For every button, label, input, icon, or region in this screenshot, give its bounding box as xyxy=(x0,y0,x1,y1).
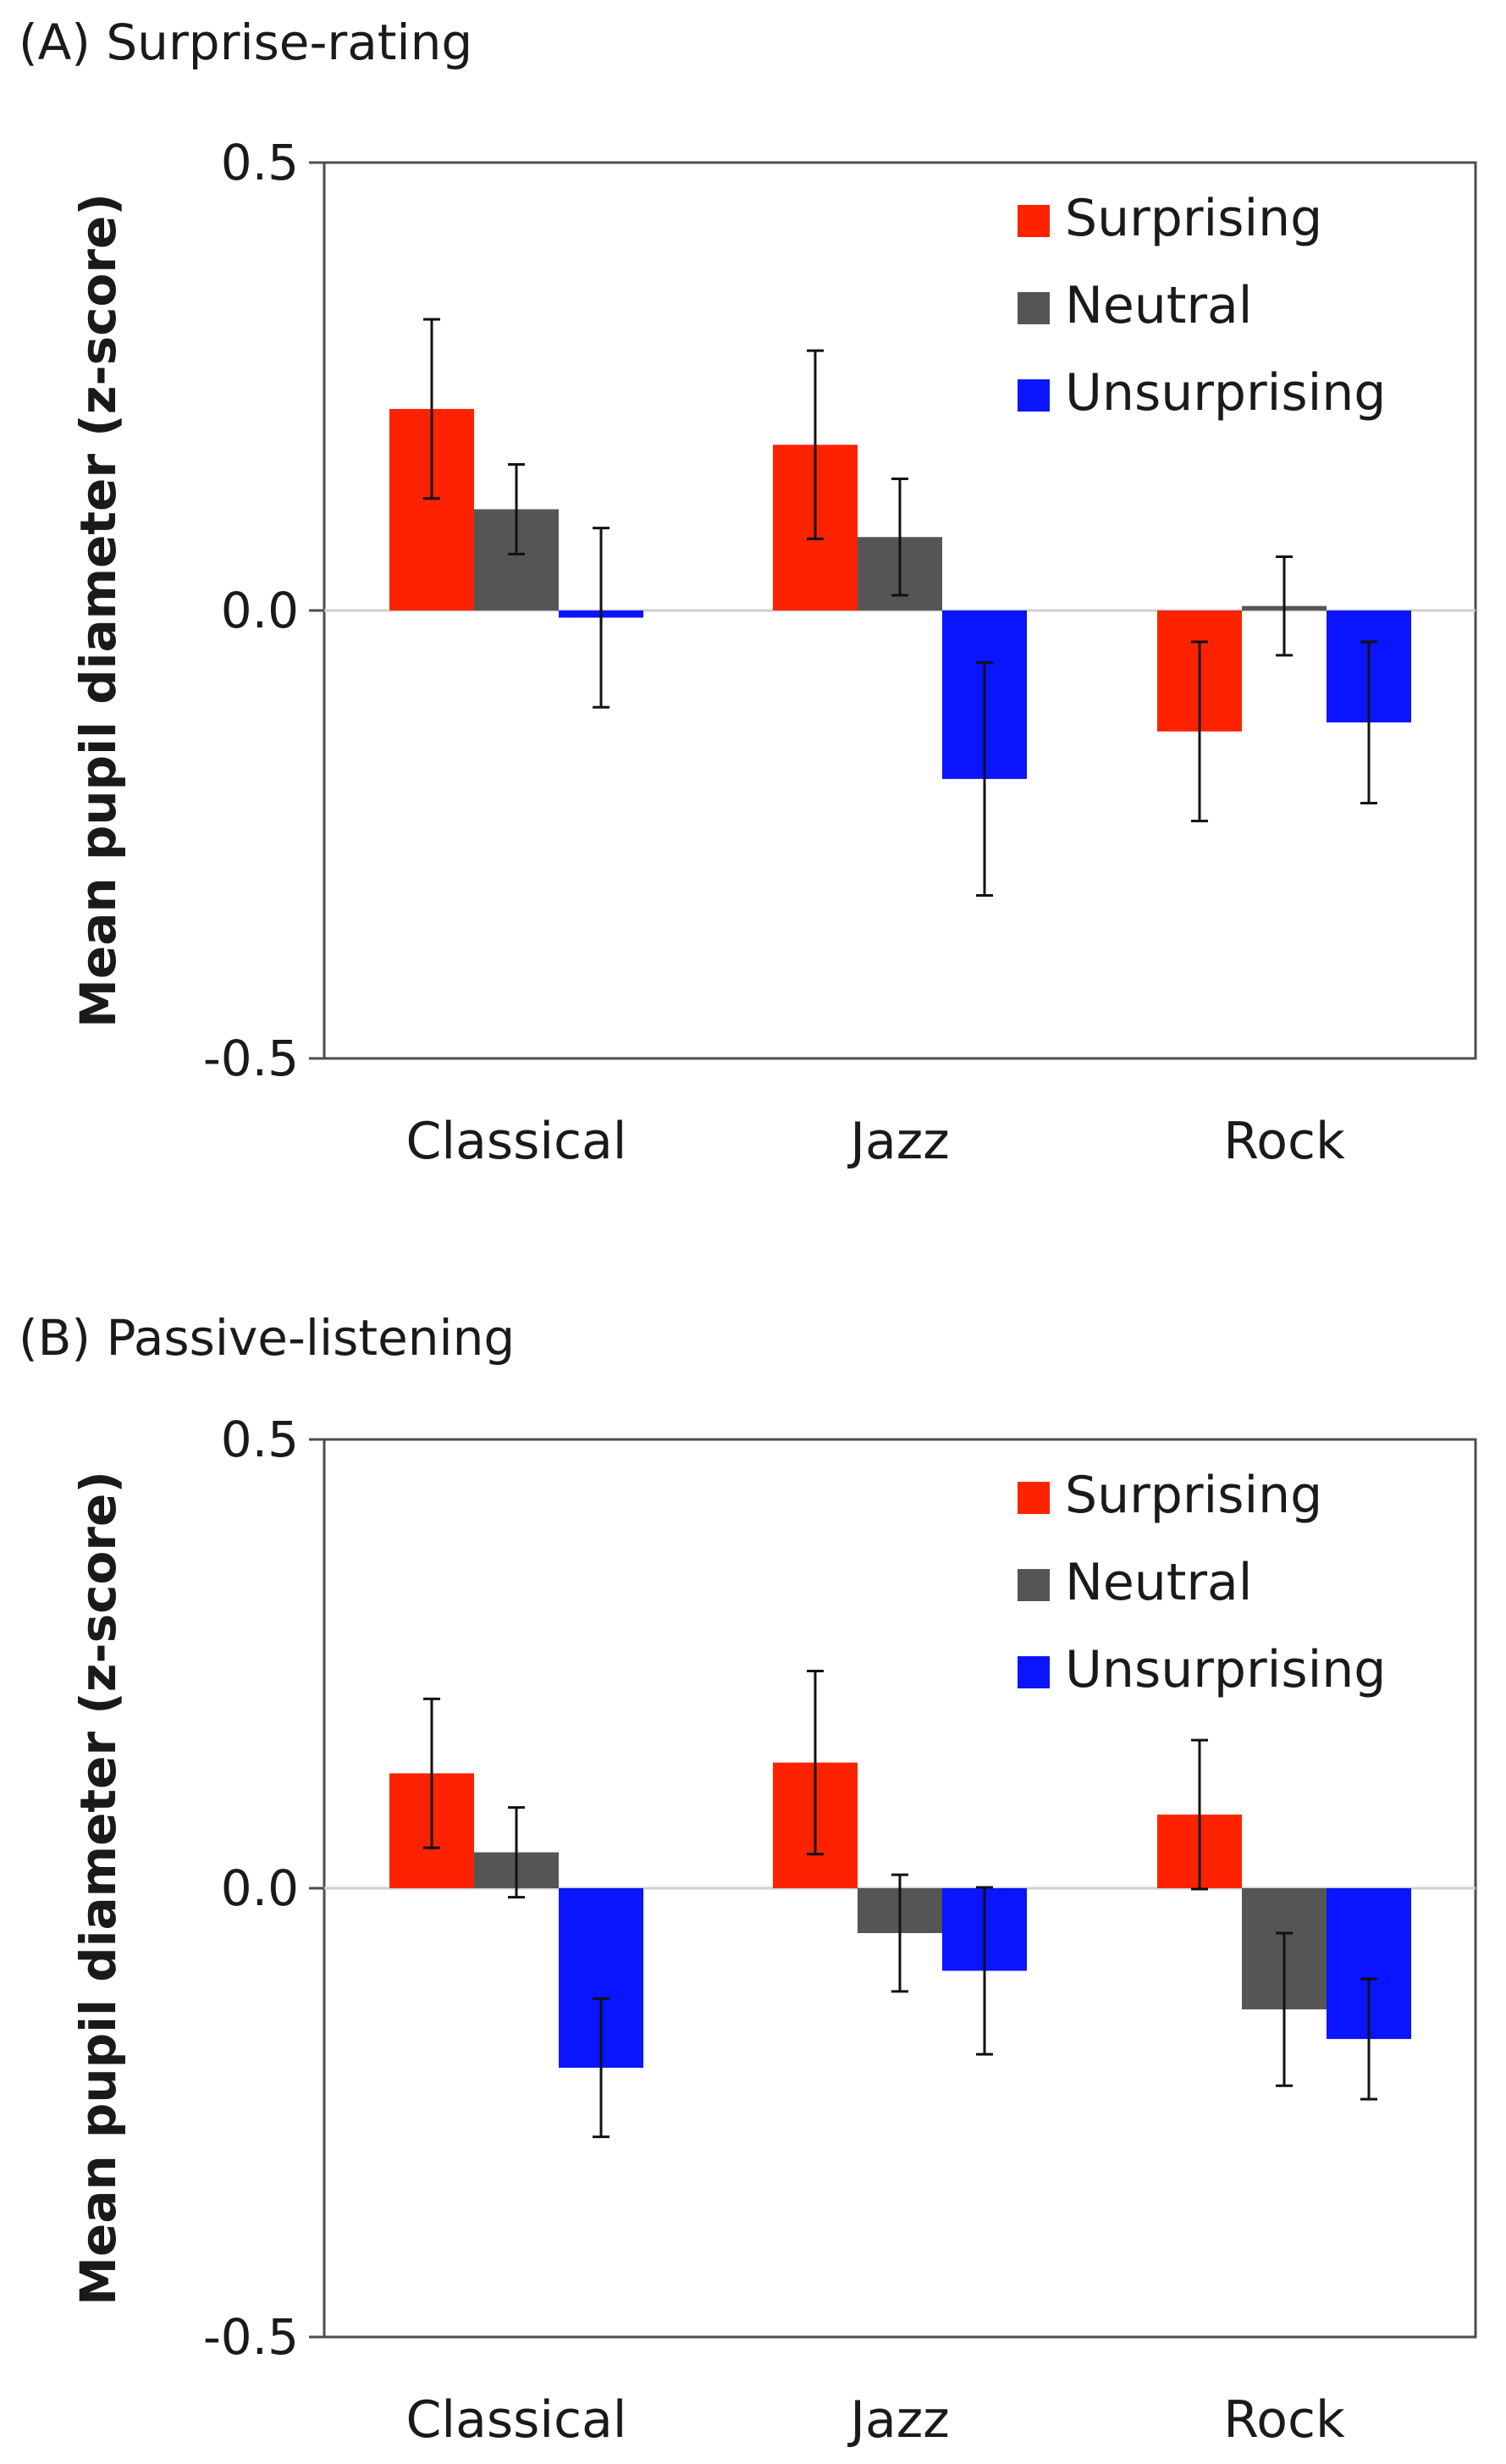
panel-b: (B) Passive-listening 0.5 0.0 -0.5 Mean pupi… xyxy=(19,1309,1477,2450)
panel-a-legend-swatch-neutral xyxy=(1018,292,1050,324)
panel-b-errorbar-jazz-neutral xyxy=(891,1873,908,1993)
panel-a-ytick-label: 0.0 xyxy=(221,582,299,639)
panel-a-legend-label-unsurprising: Unsurprising xyxy=(1065,363,1386,423)
panel-b-errorbar-jazz-unsurprising xyxy=(976,1886,993,2056)
panel-b-errorbar-rock-neutral xyxy=(1276,1931,1293,2087)
panel-a-title: (A) Surprise-rating xyxy=(19,14,472,71)
panel-a-category-label: Rock xyxy=(1223,1112,1345,1171)
panel-b-title: (B) Passive-listening xyxy=(19,1309,515,1367)
panel-a-ylabel: Mean pupil diameter (z-score) xyxy=(69,193,127,1028)
panel-a-errorbar-rock-surprising xyxy=(1191,640,1208,823)
panel-a-legend-label-surprising: Surprising xyxy=(1065,189,1322,248)
panel-a-errorbar-jazz-unsurprising xyxy=(976,660,993,897)
panel-b-category-label: Classical xyxy=(406,2390,627,2450)
panel-b-errorbar-rock-surprising xyxy=(1191,1738,1208,1891)
panel-b-errorbar-classical-unsurprising xyxy=(593,1997,610,2139)
panel-a-errorbar-classical-neutral xyxy=(508,463,525,555)
panel-a-legend-swatch-unsurprising xyxy=(1018,379,1050,412)
panel-b-category-label: Rock xyxy=(1223,2390,1345,2450)
panel-a-category-label: Classical xyxy=(406,1112,627,1171)
panel-b-errorbar-rock-unsurprising xyxy=(1360,1977,1377,2101)
panel-b-errorbar-jazz-surprising xyxy=(807,1669,824,1856)
panel-b-category-label: Jazz xyxy=(847,2390,949,2450)
panel-a-errorbar-classical-surprising xyxy=(423,318,440,500)
panel-b-legend-swatch-unsurprising xyxy=(1018,1656,1050,1688)
panel-a-legend-swatch-surprising xyxy=(1018,205,1050,237)
panel-b-errorbar-classical-surprising xyxy=(423,1697,440,1849)
panel-b-legend-swatch-surprising xyxy=(1018,1482,1050,1514)
panel-b-legend-label-surprising: Surprising xyxy=(1065,1466,1322,1525)
panel-a-errorbar-jazz-neutral xyxy=(891,477,908,597)
panel-b-ytick-label: -0.5 xyxy=(203,2308,299,2366)
panel-b-legend-swatch-neutral xyxy=(1018,1569,1050,1601)
panel-b-legend-label-neutral: Neutral xyxy=(1065,1553,1252,1612)
panel-a-errorbar-rock-neutral xyxy=(1276,555,1293,657)
panel-a-ytick-label: 0.5 xyxy=(221,134,299,191)
panel-b-ytick-label: 0.5 xyxy=(221,1411,299,1468)
panel-a-category-label: Jazz xyxy=(847,1112,949,1171)
panel-a-errorbar-rock-unsurprising xyxy=(1360,640,1377,804)
panel-a-ytick-label: -0.5 xyxy=(203,1030,299,1087)
panel-b-errorbar-classical-neutral xyxy=(508,1806,525,1899)
panel-a-errorbar-classical-unsurprising xyxy=(593,527,610,709)
panel-b-legend-label-unsurprising: Unsurprising xyxy=(1065,1640,1386,1699)
panel-b-ylabel: Mean pupil diameter (z-score) xyxy=(69,1471,127,2306)
panel-a-errorbar-jazz-surprising xyxy=(807,349,824,540)
panel-a: (A) Surprise-rating 0.5 0.0 -0.5 Mean pupil … xyxy=(19,14,1477,1171)
panel-a-legend-label-neutral: Neutral xyxy=(1065,276,1252,335)
panel-b-ytick-label: 0.0 xyxy=(221,1859,299,1917)
